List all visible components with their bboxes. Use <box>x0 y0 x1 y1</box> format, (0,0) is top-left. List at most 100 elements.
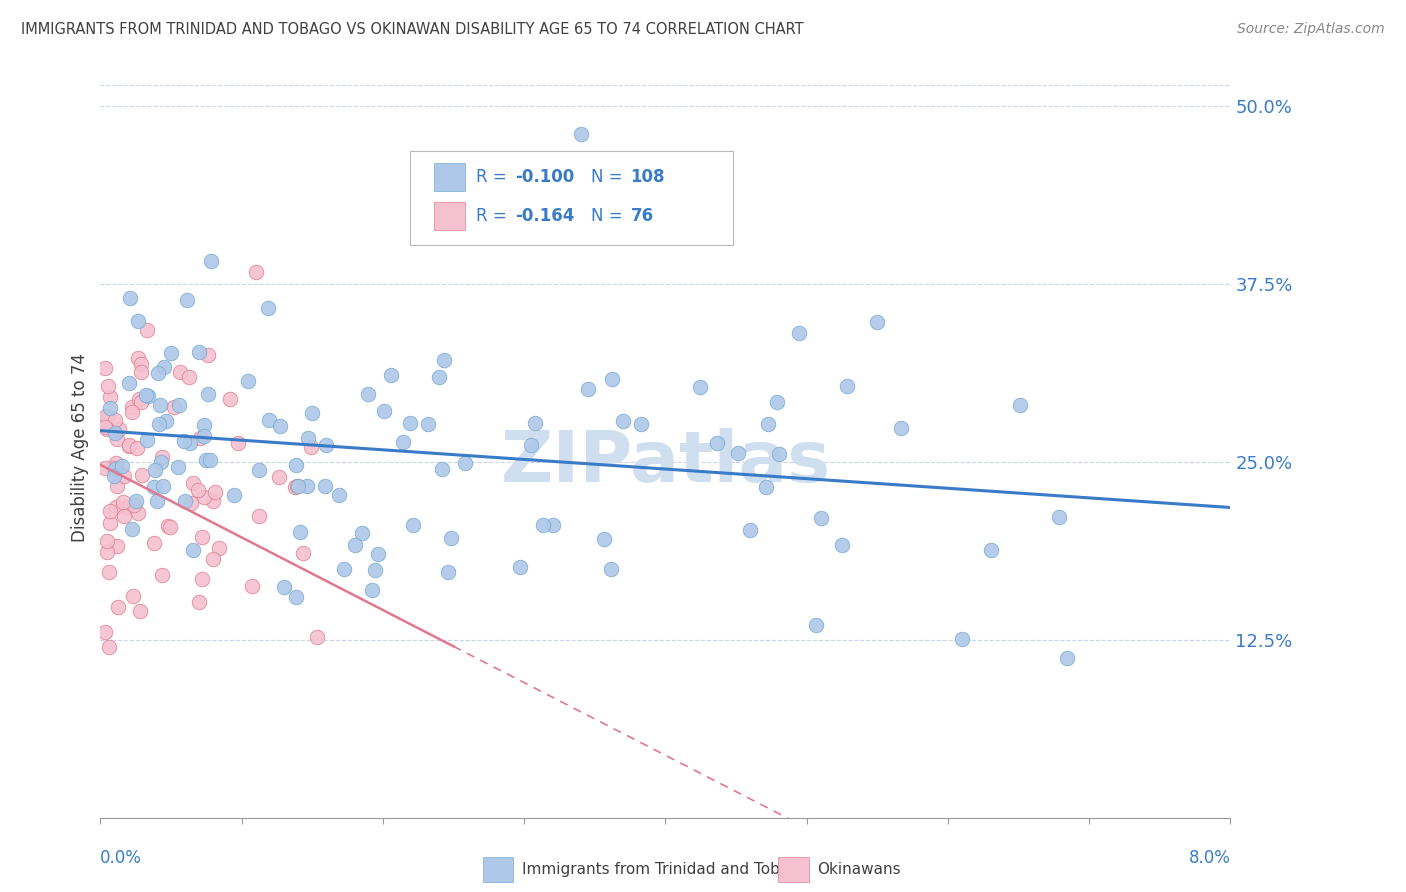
Point <box>768 446 790 460</box>
Point <box>193 418 215 433</box>
Point <box>143 463 166 477</box>
Point <box>524 416 547 430</box>
Point <box>755 479 778 493</box>
Text: R =: R = <box>475 168 512 186</box>
Point <box>191 572 214 586</box>
Point <box>218 392 240 406</box>
Point <box>118 291 141 305</box>
Point <box>284 590 307 604</box>
Text: ZIPatlas: ZIPatlas <box>501 428 831 497</box>
Point <box>392 435 415 450</box>
Point <box>380 368 402 382</box>
Point <box>197 348 219 362</box>
Point <box>612 414 634 428</box>
Point <box>169 365 191 379</box>
Point <box>333 562 356 576</box>
Point <box>136 389 159 403</box>
Point <box>689 380 711 394</box>
Point <box>107 599 129 614</box>
Point <box>1008 397 1031 411</box>
Point <box>350 525 373 540</box>
Point <box>238 374 260 388</box>
Point <box>96 533 118 548</box>
Point <box>176 293 198 307</box>
Point <box>1056 650 1078 665</box>
Y-axis label: Disability Age 65 to 74: Disability Age 65 to 74 <box>72 353 89 542</box>
Point <box>291 546 314 560</box>
Point <box>121 404 143 418</box>
Point <box>135 433 157 447</box>
Point <box>94 420 117 434</box>
Point <box>174 494 197 508</box>
Point <box>222 488 245 502</box>
Point <box>121 401 143 415</box>
Point <box>149 398 172 412</box>
Point <box>810 510 832 524</box>
Point <box>167 459 190 474</box>
Point <box>247 463 270 477</box>
Point <box>402 517 425 532</box>
Point <box>288 525 311 540</box>
Point <box>765 394 787 409</box>
Point <box>202 494 225 508</box>
Point <box>152 478 174 492</box>
Point <box>108 422 131 436</box>
Point <box>1047 509 1070 524</box>
Point <box>630 417 652 431</box>
Point <box>297 431 319 445</box>
Point <box>94 361 117 376</box>
Point <box>188 595 211 609</box>
Point <box>98 504 121 518</box>
Point <box>439 532 461 546</box>
Point <box>301 406 323 420</box>
Point <box>201 551 224 566</box>
Point <box>197 386 219 401</box>
Point <box>98 401 121 415</box>
Point <box>98 516 121 531</box>
Point <box>101 461 124 475</box>
Point <box>890 421 912 435</box>
Point <box>97 640 120 654</box>
Point <box>361 582 384 597</box>
Point <box>193 491 215 505</box>
Point <box>430 462 453 476</box>
Point <box>399 417 422 431</box>
Point <box>181 475 204 490</box>
Point <box>97 410 120 425</box>
Point <box>576 382 599 396</box>
Point <box>245 265 267 279</box>
Point <box>107 432 129 446</box>
Point <box>831 538 853 552</box>
Point <box>299 440 322 454</box>
Point <box>267 470 290 484</box>
Point <box>129 395 152 409</box>
Point <box>980 543 1002 558</box>
Point <box>128 392 150 407</box>
Point <box>837 379 859 393</box>
Point <box>509 559 531 574</box>
Point <box>150 568 173 582</box>
Point <box>600 371 623 385</box>
Text: 8.0%: 8.0% <box>1188 849 1230 867</box>
Point <box>135 388 157 402</box>
Point <box>142 536 165 550</box>
Point <box>433 352 456 367</box>
Point <box>727 446 749 460</box>
Point <box>541 518 564 533</box>
Point <box>173 434 195 448</box>
Point <box>188 431 211 445</box>
Point <box>146 367 169 381</box>
Point <box>453 456 475 470</box>
Point <box>121 589 143 603</box>
Text: -0.164: -0.164 <box>515 207 575 225</box>
Point <box>307 630 329 644</box>
Point <box>121 522 143 536</box>
Point <box>125 441 148 455</box>
Point <box>599 562 621 576</box>
Point <box>160 345 183 359</box>
Point <box>112 508 135 523</box>
Point <box>187 483 209 497</box>
Point <box>153 359 176 374</box>
Point <box>314 479 336 493</box>
Point <box>112 495 135 509</box>
